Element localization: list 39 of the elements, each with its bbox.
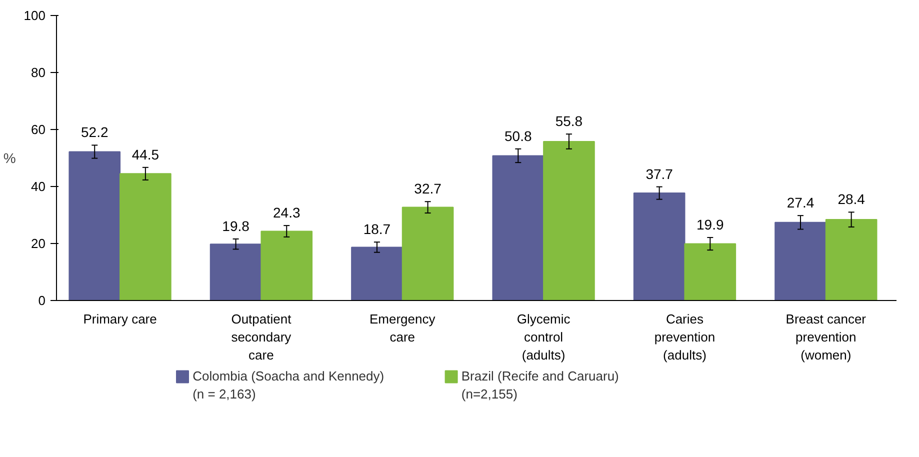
bar <box>210 244 262 300</box>
x-tick-label: Caries prevention (adults) <box>654 312 716 362</box>
x-tick-label: Outpatient secondary care <box>231 312 292 362</box>
data-label: 27.4 <box>786 194 814 211</box>
data-label: 44.5 <box>132 146 160 162</box>
y-tick-label: 0 <box>38 293 46 308</box>
data-label: 37.7 <box>646 166 674 182</box>
data-label: 52.2 <box>80 124 108 140</box>
x-tick-label: Glycemic control (adults) <box>516 312 571 362</box>
bar <box>633 192 686 300</box>
y-tick-label: 80 <box>31 65 46 80</box>
data-label: 18.7 <box>363 221 391 238</box>
y-tick-label: 40 <box>31 179 46 194</box>
bar <box>543 140 595 300</box>
bar <box>260 230 313 300</box>
y-tick-label: 60 <box>31 122 46 137</box>
bar <box>68 151 121 300</box>
legend-label: Brazil (Recife and Caruaru) (n=2,155) <box>461 368 619 402</box>
bar <box>351 246 403 300</box>
bar <box>774 222 826 300</box>
x-tick-label: Emergency care <box>370 312 436 344</box>
y-axis-title: % <box>3 150 16 166</box>
data-label: 55.8 <box>555 113 583 130</box>
data-label: 19.9 <box>696 216 724 233</box>
bar <box>120 173 172 300</box>
bar <box>825 219 878 300</box>
x-tick-label: Primary care <box>83 312 157 326</box>
data-label: 28.4 <box>838 191 866 208</box>
bar <box>684 243 736 300</box>
data-label: 24.3 <box>272 204 300 221</box>
data-label: 50.8 <box>504 128 532 144</box>
data-label: 32.7 <box>414 180 442 197</box>
data-label: 19.8 <box>222 218 250 234</box>
bar <box>402 206 454 300</box>
y-tick-label: 100 <box>24 8 46 23</box>
legend-label: Colombia (Soacha and Kennedy) (n = 2,163) <box>192 368 384 402</box>
y-tick-label: 20 <box>31 236 46 251</box>
bar <box>492 155 544 300</box>
x-tick-label: Breast cancer prevention (women) <box>786 312 867 362</box>
